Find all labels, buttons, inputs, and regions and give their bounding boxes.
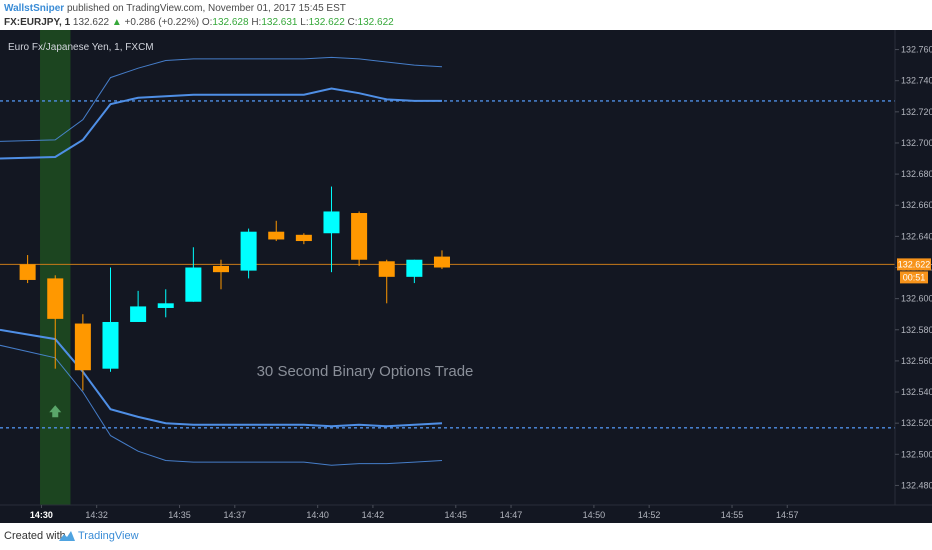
footer: Created with TradingView xyxy=(0,523,932,550)
candle-body xyxy=(102,321,119,369)
x-tick-label: 14:45 xyxy=(445,510,468,520)
upper-inner-band-line xyxy=(0,87,442,160)
candle-body xyxy=(433,256,450,268)
symbol-label: FX:EURJPY, 1 xyxy=(4,17,71,28)
trade-annotation: 30 Second Binary Options Trade xyxy=(257,363,474,380)
upper-outer-band-line xyxy=(0,56,443,142)
candle-body xyxy=(406,259,423,277)
created-with-text: Created with xyxy=(4,530,66,542)
candle-8 xyxy=(240,228,257,279)
price-badge-bg xyxy=(897,258,931,271)
candle-3 xyxy=(102,267,119,372)
y-tick-label: 132.740 xyxy=(901,76,932,86)
x-tick-label: 14:42 xyxy=(362,510,385,520)
candle-1 xyxy=(47,275,64,369)
candle-2 xyxy=(74,314,91,391)
author-link[interactable]: WallstSniper xyxy=(4,3,65,14)
y-tick-label: 132.540 xyxy=(901,387,932,397)
candle-body xyxy=(268,231,285,240)
y-tick-label: 132.560 xyxy=(901,356,932,366)
close-label: C: xyxy=(347,17,358,28)
countdown-badge: 00:51 xyxy=(903,272,926,282)
candle-15 xyxy=(433,250,450,270)
tradingview-brand-link[interactable]: TradingView xyxy=(78,530,139,542)
candle-body xyxy=(47,278,64,319)
high-value: 132.631 xyxy=(261,17,298,28)
chart-background xyxy=(0,30,932,523)
candle-body xyxy=(351,213,368,260)
publish-text: published on TradingView.com, November 0… xyxy=(66,3,346,14)
x-tick-label: 14:37 xyxy=(224,510,247,520)
x-tick-label: 14:32 xyxy=(85,510,108,520)
close-value: 132.622 xyxy=(357,17,394,28)
y-tick-label: 132.660 xyxy=(901,200,932,210)
candle-body xyxy=(323,211,340,234)
candle-body xyxy=(74,323,91,371)
chart-header: WallstSniper published on TradingView.co… xyxy=(0,0,932,30)
publish-info: WallstSniper published on TradingView.co… xyxy=(4,3,346,14)
candle-body xyxy=(185,267,202,302)
low-value: 132.622 xyxy=(308,17,345,28)
candle-12 xyxy=(351,211,368,266)
y-tick-label: 132.640 xyxy=(901,231,932,241)
y-tick-label: 132.480 xyxy=(901,480,932,490)
price-badge: 132.622 xyxy=(898,259,931,269)
x-tick-label: 14:57 xyxy=(776,510,799,520)
candle-11 xyxy=(323,186,340,273)
x-tick-label: 14:52 xyxy=(638,510,661,520)
candlestick-chart[interactable]: 132.480 132.500 132.520 132.540 132.560 132.5… xyxy=(0,30,932,523)
lower-outer-band-line xyxy=(0,344,443,466)
candle-10 xyxy=(295,233,312,245)
candle-7 xyxy=(212,259,229,290)
candle-body xyxy=(378,261,395,277)
x-tick-label: 14:40 xyxy=(306,510,329,520)
buy-signal-arrow-icon xyxy=(49,405,62,418)
y-tick-label: 132.520 xyxy=(901,418,932,428)
high-label: H: xyxy=(251,17,262,28)
candle-body xyxy=(240,231,257,271)
ohlc-line: FX:EURJPY, 1 132.622 ▲ +0.286 (+0.22%) O… xyxy=(4,17,394,28)
candle-0 xyxy=(19,255,36,284)
candle-4 xyxy=(130,290,147,322)
signal-highlight-bar xyxy=(40,30,71,505)
chart-area[interactable]: 132.480 132.500 132.520 132.540 132.560 132.5… xyxy=(0,30,932,523)
x-tick-label: 14:50 xyxy=(583,510,606,520)
y-tick-label: 132.680 xyxy=(901,169,932,179)
x-tick-label: 14:30 xyxy=(30,510,53,520)
candle-6 xyxy=(185,247,202,302)
y-tick-label: 132.720 xyxy=(901,107,932,117)
candle-9 xyxy=(268,220,285,242)
y-tick-label: 132.500 xyxy=(901,449,932,459)
last-price: 132.622 xyxy=(72,17,110,28)
lower-inner-band-line xyxy=(0,328,443,428)
up-arrow-icon: ▲ xyxy=(111,17,122,28)
x-tick-label: 14:55 xyxy=(721,510,744,520)
candle-13 xyxy=(378,259,395,304)
price-change: +0.286 (+0.22%) xyxy=(124,17,200,28)
candle-5 xyxy=(157,289,174,318)
y-tick-label: 132.580 xyxy=(901,325,932,335)
candle-body xyxy=(130,306,147,322)
chart-title: Euro Fx/Japanese Yen, 1, FXCM xyxy=(8,42,154,53)
candle-body xyxy=(19,264,36,280)
x-tick-label: 14:47 xyxy=(500,510,523,520)
countdown-badge-bg xyxy=(900,271,928,284)
low-label: L: xyxy=(300,17,309,28)
candle-14 xyxy=(406,259,423,284)
y-tick-label: 132.760 xyxy=(901,45,932,55)
candle-body xyxy=(212,265,229,273)
candle-body xyxy=(295,234,312,242)
tradingview-logo-icon xyxy=(59,531,75,541)
candle-body xyxy=(157,303,174,308)
x-tick-label: 14:35 xyxy=(168,510,191,520)
y-tick-label: 132.700 xyxy=(901,138,932,148)
open-value: 132.628 xyxy=(212,17,249,28)
open-label: O: xyxy=(201,17,213,28)
y-tick-label: 132.600 xyxy=(901,294,932,304)
